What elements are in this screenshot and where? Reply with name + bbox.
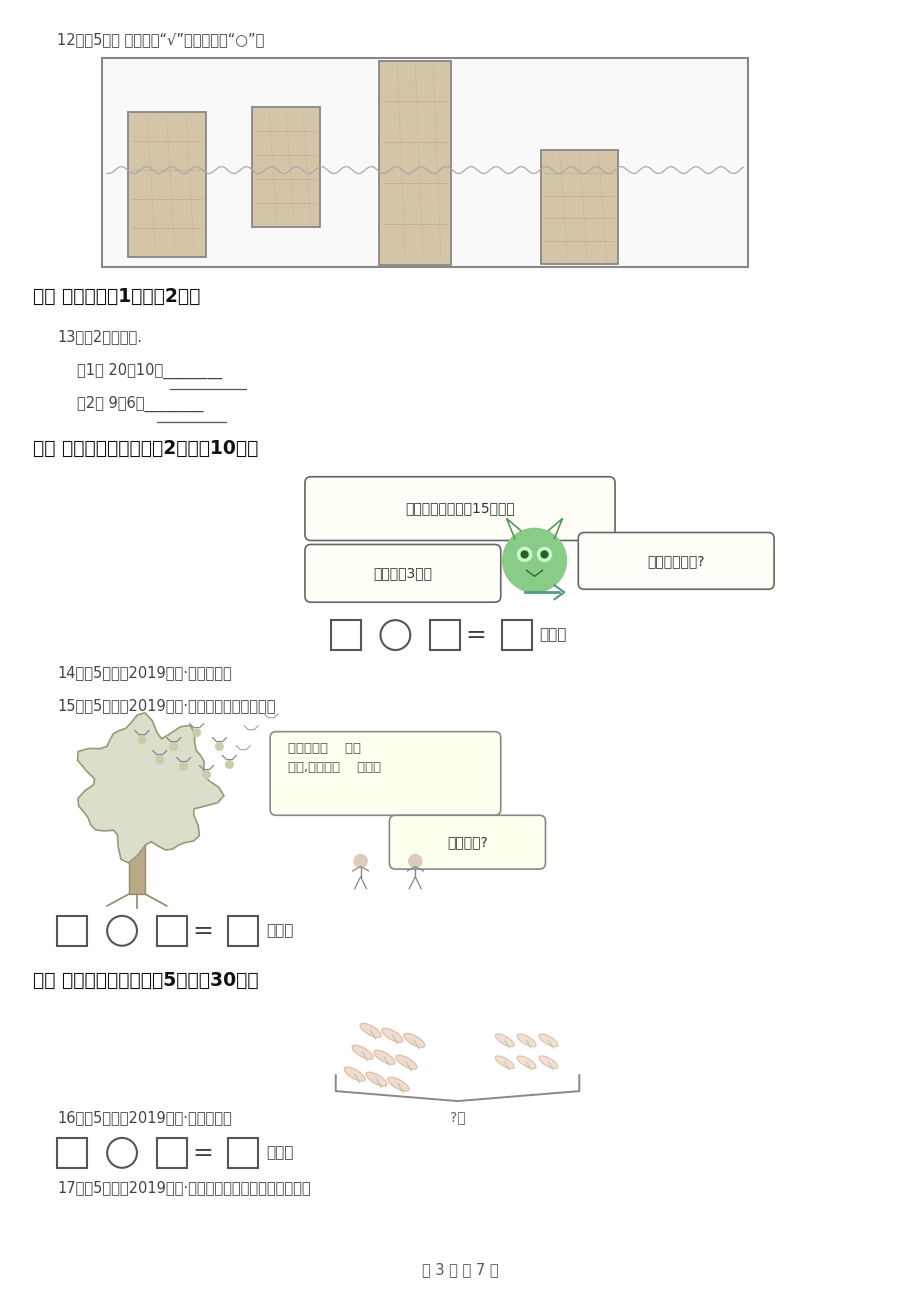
Bar	[228, 1138, 258, 1168]
Ellipse shape	[344, 1068, 365, 1081]
Text: =: =	[192, 919, 213, 943]
Circle shape	[520, 551, 528, 557]
Bar	[156, 915, 187, 945]
Text: （2） 9＋6＝________: （2） 9＋6＝________	[77, 396, 204, 413]
Bar	[379, 60, 450, 264]
Bar	[102, 57, 747, 267]
Ellipse shape	[359, 1023, 380, 1038]
Circle shape	[138, 736, 146, 743]
Text: 第 3 页 共 7 页: 第 3 页 共 7 页	[421, 1263, 498, 1277]
Bar	[57, 915, 87, 945]
Text: =: =	[465, 624, 486, 647]
Text: 六、 列式解决问题。（共5题；共30分）: 六、 列式解决问题。（共5题；共30分）	[32, 970, 258, 990]
Text: 妈妈鈣了几条?: 妈妈鈣了几条?	[647, 553, 704, 568]
Text: 五、 看图列式计算。（共2题；共10分）: 五、 看图列式计算。（共2题；共10分）	[32, 439, 257, 458]
Circle shape	[215, 742, 223, 750]
Text: =: =	[192, 1141, 213, 1165]
FancyBboxPatch shape	[389, 815, 545, 868]
FancyBboxPatch shape	[270, 732, 500, 815]
Text: 14．（5分）（2019一上·河北期末）: 14．（5分）（2019一上·河北期末）	[57, 665, 232, 680]
Bar	[156, 1138, 187, 1168]
FancyBboxPatch shape	[578, 533, 773, 590]
Ellipse shape	[539, 1056, 557, 1069]
Circle shape	[354, 854, 367, 868]
Text: 我只鈣了3条。: 我只鈣了3条。	[373, 566, 432, 581]
Circle shape	[540, 551, 548, 557]
Ellipse shape	[381, 1029, 403, 1043]
Bar	[252, 107, 320, 227]
Circle shape	[170, 742, 177, 750]
Ellipse shape	[366, 1072, 387, 1086]
FancyBboxPatch shape	[304, 477, 615, 540]
Circle shape	[380, 620, 410, 650]
Bar	[128, 112, 205, 256]
Ellipse shape	[395, 1055, 416, 1069]
Text: （个）: （个）	[266, 1146, 293, 1160]
Circle shape	[225, 760, 233, 768]
Text: 妈妈和我一共鈣了15条鱼。: 妈妈和我一共鈣了15条鱼。	[404, 501, 515, 516]
Circle shape	[202, 771, 210, 779]
Bar	[228, 915, 258, 945]
Bar	[129, 819, 145, 894]
Circle shape	[192, 729, 200, 737]
Bar	[430, 620, 460, 650]
Circle shape	[179, 763, 187, 771]
Text: （只）: （只）	[266, 923, 293, 939]
Ellipse shape	[373, 1051, 394, 1064]
Text: 树上原有（    ）只
小鸟,飞走了（    ）只。: 树上原有（ ）只 小鸟,飞走了（ ）只。	[288, 742, 380, 773]
Text: 17．（5分）（2019一上·营山期末）原来有多少个草莓？: 17．（5分）（2019一上·营山期末）原来有多少个草莓？	[57, 1180, 311, 1195]
Circle shape	[107, 915, 137, 945]
Text: （1） 20－10＝________: （1） 20－10＝________	[77, 363, 222, 379]
Circle shape	[537, 547, 550, 561]
Circle shape	[502, 529, 566, 592]
Text: ?个: ?个	[449, 1111, 465, 1124]
Ellipse shape	[352, 1046, 373, 1060]
Bar	[331, 620, 360, 650]
Circle shape	[517, 547, 531, 561]
Ellipse shape	[516, 1034, 536, 1047]
Bar	[57, 1138, 87, 1168]
Text: （条）: （条）	[539, 628, 566, 643]
FancyBboxPatch shape	[304, 544, 500, 603]
Text: 15．（5分）（2019一上·象山期末）还剩几只？: 15．（5分）（2019一上·象山期末）还剩几只？	[57, 698, 276, 712]
Circle shape	[155, 755, 164, 763]
Ellipse shape	[494, 1034, 514, 1047]
Text: 四、 口算。（共1题；共2分）: 四、 口算。（共1题；共2分）	[32, 286, 199, 306]
Ellipse shape	[516, 1056, 536, 1069]
Circle shape	[408, 854, 422, 868]
Text: 13．（2分）口算.: 13．（2分）口算.	[57, 329, 142, 344]
Bar	[501, 620, 531, 650]
Ellipse shape	[539, 1034, 557, 1047]
Text: 16．（5分）（2019一上·临海期末）: 16．（5分）（2019一上·临海期末）	[57, 1111, 232, 1125]
Ellipse shape	[403, 1034, 425, 1047]
Circle shape	[107, 1138, 137, 1168]
Text: 还剩几只?: 还剩几只?	[447, 835, 487, 849]
Ellipse shape	[388, 1077, 409, 1091]
Polygon shape	[77, 712, 223, 863]
Text: 12．（5分） 最重的画“√”，最轻的画“○”。: 12．（5分） 最重的画“√”，最轻的画“○”。	[57, 33, 265, 48]
Ellipse shape	[494, 1056, 514, 1069]
Bar	[540, 150, 618, 264]
